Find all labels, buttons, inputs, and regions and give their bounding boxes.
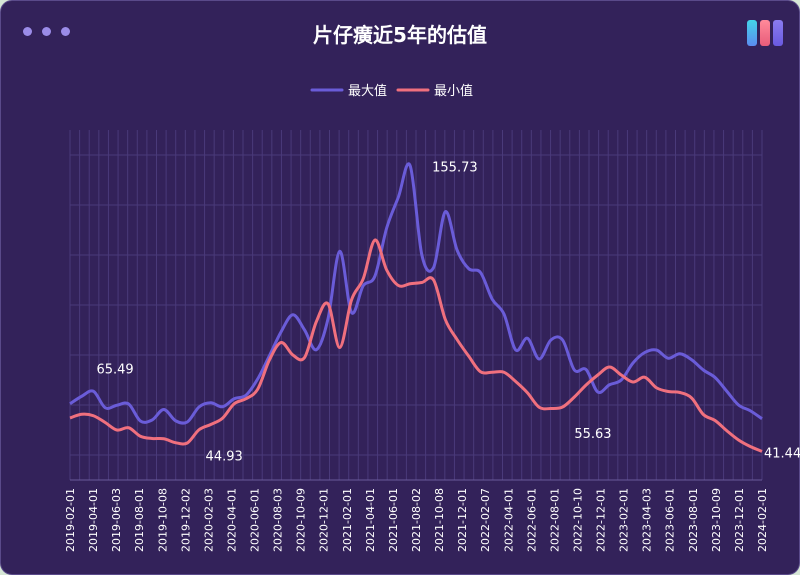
x-tick-label: 2022-10-10 (571, 488, 584, 552)
three-dots-icon[interactable] (23, 27, 70, 36)
x-tick-label: 2022-12-01 (595, 488, 608, 552)
color-bars-icon (747, 20, 783, 46)
x-tick-label: 2021-12-01 (456, 488, 469, 552)
bar-icon-pink (760, 20, 770, 46)
dot (42, 27, 51, 36)
chart-title: 片仔癀近5年的估值 (313, 23, 487, 47)
x-tick-label: 2021-08-02 (410, 488, 423, 552)
data-label: 44.93 (206, 450, 243, 465)
x-tick-label: 2023-08-01 (687, 488, 700, 552)
dot (61, 27, 70, 36)
x-tick-label: 2021-10-08 (433, 488, 446, 552)
bar-icon-cyan (747, 20, 757, 46)
x-tick-label: 2019-02-01 (64, 488, 77, 552)
x-tick-label: 2023-10-09 (710, 488, 723, 552)
data-labels: 65.49 155.73 44.93 55.63 41.44 (96, 161, 800, 465)
x-tick-label: 2023-06-01 (664, 488, 677, 552)
series-line-max (69, 162, 763, 425)
x-tick-label: 2022-06-01 (525, 488, 538, 552)
series-line-min (69, 238, 763, 453)
x-tick-label: 2023-04-03 (641, 488, 654, 552)
x-tick-label: 2021-04-01 (364, 488, 377, 552)
legend-label: 最大值 (348, 83, 387, 99)
data-label: 41.44 (764, 446, 800, 461)
x-tick-label: 2022-08-01 (548, 488, 561, 552)
x-tick-label: 2019-10-08 (156, 488, 169, 552)
legend: 最大值 最小值 (310, 83, 473, 99)
x-tick-label: 2022-02-07 (479, 488, 492, 552)
x-tick-label: 2020-10-09 (295, 488, 308, 552)
data-label: 55.63 (574, 427, 611, 442)
x-tick-label: 2022-04-01 (502, 488, 515, 552)
x-tick-label: 2019-04-01 (87, 488, 100, 552)
legend-label: 最小值 (434, 83, 473, 99)
x-axis-ticks: 2019-02-01 2019-04-01 2019-06-03 2019-08-01… (64, 488, 769, 552)
series-lines (69, 162, 763, 453)
x-tick-label: 2020-12-01 (318, 488, 331, 552)
x-tick-label: 2021-06-01 (387, 488, 400, 552)
dot (23, 27, 32, 36)
data-label: 155.73 (432, 161, 478, 176)
x-tick-label: 2020-08-03 (272, 488, 285, 552)
x-tick-label: 2020-02-03 (202, 488, 215, 552)
x-tick-label: 2019-06-03 (110, 488, 123, 552)
x-tick-label: 2019-12-02 (179, 488, 192, 552)
data-label: 65.49 (96, 362, 133, 377)
x-tick-label: 2019-08-01 (133, 488, 146, 552)
x-tick-label: 2023-12-01 (733, 488, 746, 552)
x-tick-label: 2020-04-01 (225, 488, 238, 552)
x-tick-label: 2024-02-01 (756, 488, 769, 552)
x-tick-label: 2021-02-01 (341, 488, 354, 552)
x-tick-label: 2020-06-01 (249, 488, 262, 552)
x-tick-label: 2023-02-01 (618, 488, 631, 552)
chart-grid (69, 130, 763, 481)
bar-icon-purple (773, 20, 783, 46)
